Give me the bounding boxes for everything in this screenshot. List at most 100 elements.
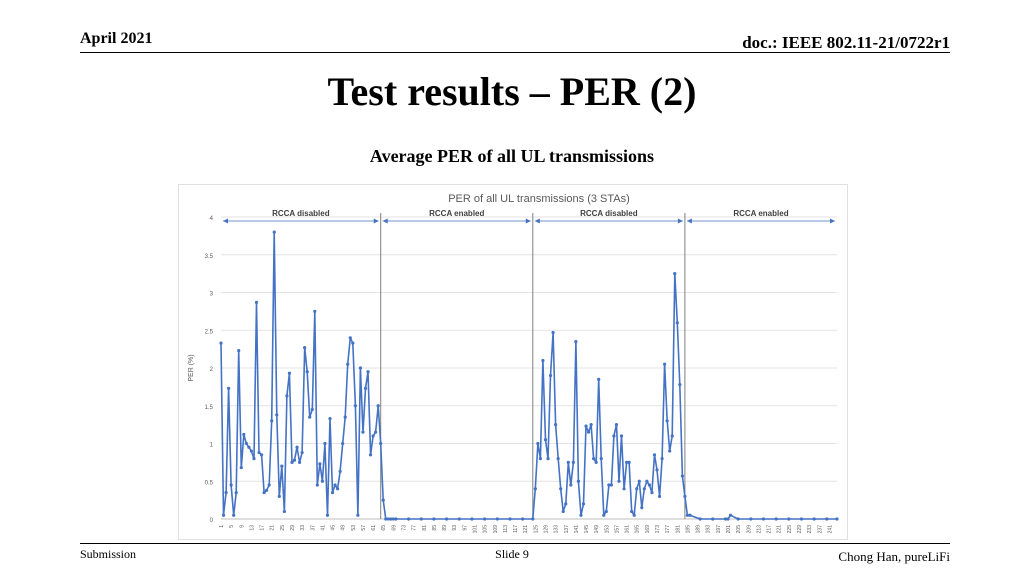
- data-point: [660, 457, 664, 461]
- region-arrowhead-left: [686, 218, 692, 224]
- x-tick-label: 225: [787, 525, 793, 534]
- data-point: [389, 517, 393, 521]
- data-point: [599, 457, 603, 461]
- data-point: [470, 517, 474, 521]
- x-tick-label: 85: [432, 525, 438, 531]
- x-tick-label: 201: [726, 525, 732, 534]
- data-point: [330, 490, 335, 495]
- data-point: [272, 230, 276, 234]
- data-point: [655, 468, 659, 472]
- data-point: [406, 517, 411, 521]
- data-point: [749, 517, 753, 521]
- x-tick-label: 205: [736, 525, 742, 534]
- slide-date: April 2021: [80, 30, 153, 47]
- data-point: [657, 494, 662, 498]
- y-tick-label: 2: [210, 367, 214, 373]
- x-tick-label: 37: [310, 525, 316, 531]
- data-point: [556, 457, 560, 461]
- x-tick-label: 45: [331, 525, 337, 531]
- region-label: RCCA disabled: [272, 209, 330, 218]
- data-point: [270, 419, 274, 423]
- x-tick-label: 233: [807, 525, 813, 534]
- region-label: RCCA disabled: [580, 209, 638, 218]
- x-tick-label: 237: [817, 525, 823, 534]
- data-point: [736, 517, 740, 521]
- data-point: [368, 453, 373, 457]
- data-point: [419, 517, 423, 521]
- data-point: [325, 513, 330, 517]
- x-tick-label: 89: [442, 525, 448, 531]
- data-point: [581, 502, 586, 506]
- x-tick-label: 33: [300, 525, 306, 531]
- data-point: [624, 460, 629, 464]
- x-tick-label: 41: [320, 525, 326, 531]
- x-tick-label: 117: [513, 525, 519, 533]
- y-tick-label: 3.5: [205, 254, 214, 260]
- data-point: [310, 407, 314, 412]
- data-point: [787, 517, 791, 521]
- x-tick-label: 185: [685, 525, 691, 534]
- data-point: [386, 517, 390, 521]
- x-tick-label: 69: [391, 525, 397, 531]
- data-point: [619, 434, 624, 438]
- data-point: [432, 517, 436, 521]
- y-tick-label: 4: [210, 216, 214, 222]
- data-point: [652, 453, 657, 457]
- y-tick-label: 1.5: [205, 405, 214, 411]
- x-tick-label: 61: [371, 525, 377, 531]
- data-point: [374, 430, 378, 434]
- x-tick-label: 193: [706, 525, 712, 534]
- data-point: [259, 453, 264, 457]
- data-point: [548, 373, 553, 378]
- data-point: [728, 513, 733, 517]
- data-point: [536, 441, 540, 446]
- data-point: [376, 404, 380, 408]
- data-point: [371, 434, 375, 438]
- region-label: RCCA enabled: [429, 209, 484, 218]
- data-point: [343, 415, 347, 419]
- x-tick-label: 165: [635, 525, 641, 534]
- data-point: [249, 449, 254, 453]
- data-point: [665, 419, 669, 423]
- x-tick-label: 13: [249, 525, 255, 531]
- data-point: [237, 349, 241, 353]
- data-point: [262, 490, 266, 495]
- x-tick-label: 133: [554, 525, 560, 534]
- footer-submission: Submission: [80, 547, 137, 561]
- data-point: [328, 416, 332, 421]
- data-point: [680, 474, 684, 478]
- x-tick-label: 209: [746, 525, 752, 534]
- data-point: [650, 490, 654, 495]
- data-point: [508, 517, 512, 521]
- footer-slide-number: Slide 9: [495, 547, 529, 561]
- x-tick-label: 141: [574, 525, 580, 534]
- data-point: [277, 494, 281, 498]
- data-point: [323, 441, 327, 446]
- data-point: [622, 487, 626, 491]
- x-tick-label: 161: [625, 525, 631, 534]
- data-point: [348, 336, 352, 340]
- data-point: [229, 483, 233, 487]
- data-point: [242, 432, 246, 437]
- data-point: [635, 487, 639, 491]
- data-point: [495, 517, 499, 521]
- data-point: [483, 517, 487, 521]
- x-tick-label: 157: [614, 525, 620, 534]
- data-point: [647, 483, 652, 487]
- x-tick-label: 229: [797, 525, 803, 534]
- slide-title: Test results – PER (2): [327, 69, 697, 114]
- data-point: [358, 366, 363, 370]
- x-tick-label: 77: [412, 525, 418, 531]
- data-point: [571, 460, 575, 464]
- data-point: [589, 423, 593, 427]
- data-point: [673, 272, 677, 276]
- region-arrowhead-left: [534, 218, 540, 224]
- data-point: [224, 490, 228, 495]
- data-point: [300, 450, 304, 455]
- data-point: [670, 434, 674, 438]
- data-point: [604, 509, 608, 514]
- data-point: [835, 517, 839, 521]
- data-point: [576, 479, 581, 483]
- footer-rule: [80, 543, 950, 544]
- data-point: [561, 509, 565, 514]
